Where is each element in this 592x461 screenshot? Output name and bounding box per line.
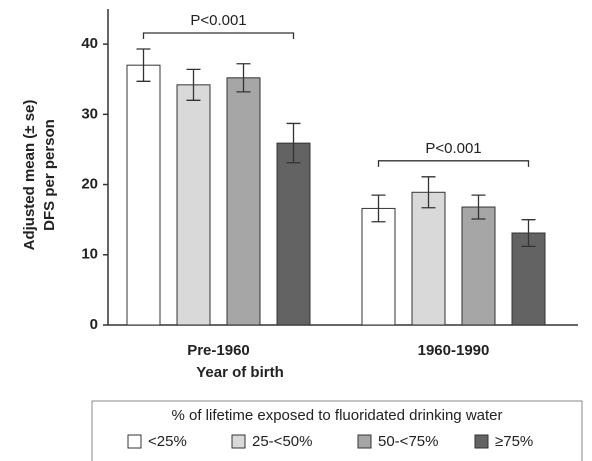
error-bar — [371, 194, 386, 223]
y-axis-label: Adjusted mean (± se) — [21, 100, 38, 251]
legend-box — [91, 400, 583, 461]
legend-swatch — [127, 434, 142, 449]
bar — [461, 206, 496, 326]
legend-title: % of lifetime exposed to fluoridated dri… — [171, 407, 502, 424]
bar — [226, 77, 261, 326]
bar — [276, 142, 311, 326]
legend-label: <25% — [148, 433, 187, 450]
bar — [126, 64, 161, 326]
annotation: P<0.001 — [425, 140, 481, 157]
error-bar — [286, 122, 301, 164]
bar — [411, 191, 446, 326]
error-bar — [136, 48, 151, 82]
legend-label: ≥75% — [495, 433, 533, 450]
y-tick-label: 20 — [81, 176, 98, 193]
error-bar — [521, 219, 536, 248]
legend-label: 25-<50% — [252, 433, 312, 450]
significance-bracket — [377, 160, 530, 167]
x-tick-label: Pre-1960 — [187, 342, 250, 359]
legend-label: 50-<75% — [378, 433, 438, 450]
error-bar — [421, 176, 436, 209]
legend-swatch — [231, 434, 246, 449]
bar — [176, 84, 211, 326]
y-axis-label: DFS per person — [41, 119, 58, 231]
y-tick-label: 0 — [90, 316, 98, 333]
error-bar — [471, 194, 486, 220]
error-bar — [236, 63, 251, 93]
x-tick-label: 1960-1990 — [418, 342, 490, 359]
legend-swatch — [357, 434, 372, 449]
annotation: P<0.001 — [190, 12, 246, 29]
y-tick-label: 10 — [81, 246, 98, 263]
bar — [361, 207, 396, 326]
y-tick-label: 30 — [81, 105, 98, 122]
significance-bracket — [142, 32, 295, 40]
x-axis-label: Year of birth — [196, 364, 284, 381]
y-tick-label: 40 — [81, 35, 98, 52]
legend-swatch — [474, 434, 489, 449]
error-bar — [186, 68, 201, 101]
bar — [511, 232, 546, 326]
